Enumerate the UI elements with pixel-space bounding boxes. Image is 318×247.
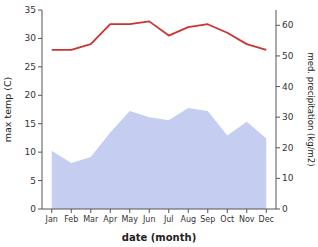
x-tick-label: Sep (200, 215, 215, 224)
y2-tick-label: 60 (282, 20, 294, 30)
x-tick (90, 209, 91, 213)
y2-axis-line (276, 10, 277, 209)
chart-container: 0 5 10 15 20 25 30 35 0 10 20 30 40 50 60 Jan Feb Mar AprM… (0, 0, 318, 247)
precipitation-area (52, 108, 267, 209)
y-tick (38, 38, 42, 39)
y2-tick (276, 147, 280, 148)
x-tick (188, 209, 189, 213)
x-tick-label: Jul (163, 215, 174, 224)
x-tick-label: Oct (220, 215, 234, 224)
y-tick-label: 20 (25, 90, 37, 100)
x-tick (110, 209, 111, 213)
y-tick (38, 180, 42, 181)
x-axis-label: date (month) (122, 232, 196, 243)
y-tick (38, 66, 42, 67)
x-tick (266, 209, 267, 213)
x-tick (51, 209, 52, 213)
y2-tick (276, 209, 280, 210)
y-tick-label: 25 (25, 62, 36, 72)
y-tick-label: 35 (25, 5, 36, 15)
y-tick (38, 209, 42, 210)
y-axis-line (42, 10, 43, 209)
y-tick-label: 15 (25, 119, 36, 129)
x-tick-label: Mar (83, 215, 99, 224)
y2-tick-label: 10 (282, 173, 294, 183)
y2-tick (276, 86, 280, 87)
y2-tick-label: 50 (282, 51, 294, 61)
x-tick-label: Feb (64, 215, 78, 224)
y2-tick-label: 20 (282, 143, 294, 153)
y2-tick (276, 55, 280, 56)
x-tick-label: Aug (180, 215, 196, 224)
y-tick-label: 30 (25, 33, 37, 43)
y-tick (38, 95, 42, 96)
y-tick (38, 10, 42, 11)
x-tick (246, 209, 247, 213)
y-axis-label: max temp (C) (2, 77, 13, 143)
y2-tick-label: 30 (282, 112, 294, 122)
x-tick (129, 209, 130, 213)
y-tick-label: 5 (30, 176, 36, 186)
x-axis-line (42, 209, 276, 210)
y2-tick (276, 25, 280, 26)
temperature-line (52, 21, 267, 49)
x-tick-label: May (121, 215, 138, 224)
x-tick-label: Jan (45, 215, 58, 224)
x-tick-label: Apr (103, 215, 118, 224)
data-layer (52, 21, 267, 209)
x-tick (227, 209, 228, 213)
x-tick (71, 209, 72, 213)
x-tick-label: Dec (259, 215, 274, 224)
x-tick-label: Nov (239, 215, 255, 224)
y2-tick (276, 178, 280, 179)
y-tick (38, 123, 42, 124)
y2-axis-label: med. precipitation (kg/m2) (306, 52, 316, 166)
x-tick (168, 209, 169, 213)
y2-tick (276, 117, 280, 118)
y2-tick-label: 40 (282, 82, 294, 92)
x-tick-label: Jun (142, 215, 156, 224)
y-tick (38, 152, 42, 153)
x-tick (149, 209, 150, 213)
y-tick-label: 10 (25, 147, 37, 157)
chart: 0 5 10 15 20 25 30 35 0 10 20 30 40 50 60 Jan Feb Mar AprM… (0, 0, 318, 247)
x-tick (207, 209, 208, 213)
y2-tick-label: 0 (282, 204, 288, 214)
y-tick-label: 0 (30, 204, 36, 214)
